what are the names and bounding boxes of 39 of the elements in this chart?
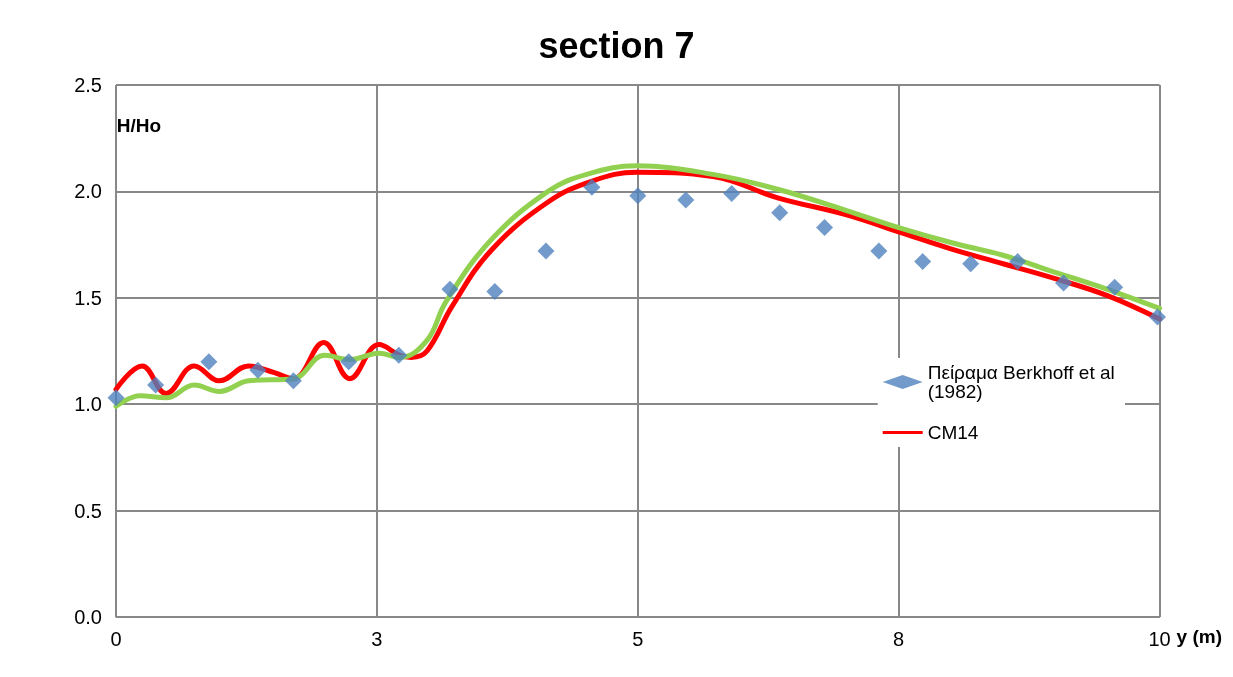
point bbox=[629, 187, 647, 205]
point bbox=[914, 253, 932, 271]
point bbox=[441, 280, 459, 298]
point bbox=[723, 185, 741, 203]
point bbox=[284, 372, 302, 390]
point bbox=[200, 353, 218, 371]
point bbox=[147, 376, 165, 394]
x-tick-label: 3 bbox=[371, 628, 383, 650]
point bbox=[870, 242, 888, 260]
point bbox=[1009, 253, 1027, 271]
point bbox=[340, 353, 358, 371]
x-tick-label: 5 bbox=[632, 628, 644, 650]
point bbox=[771, 204, 789, 222]
y-axis-title: H/Ho bbox=[116, 115, 161, 136]
point bbox=[537, 242, 555, 260]
point bbox=[107, 389, 125, 407]
x-tick-label: 8 bbox=[893, 628, 905, 650]
point bbox=[816, 219, 834, 237]
y-tick-label: 0.5 bbox=[74, 499, 102, 522]
x-tick-label: 10 bbox=[1148, 628, 1171, 650]
point bbox=[583, 178, 601, 196]
point bbox=[390, 346, 408, 364]
y-tick-label: 0.0 bbox=[74, 606, 102, 628]
point bbox=[677, 191, 695, 209]
chart-title: section 7 bbox=[538, 24, 695, 66]
point bbox=[962, 255, 980, 273]
legend-label: Πείραμα Berkhoff et al (1982) bbox=[927, 362, 1121, 402]
x-tick-label: 0 bbox=[110, 628, 122, 650]
point bbox=[1106, 278, 1124, 296]
y-tick-label: 1.0 bbox=[74, 393, 102, 416]
point bbox=[1055, 274, 1073, 292]
point bbox=[486, 282, 504, 300]
y-tick-label: 2.5 bbox=[74, 74, 102, 96]
point bbox=[1149, 308, 1166, 326]
legend-label: CM14 bbox=[927, 422, 979, 443]
x-axis-title: y (m) bbox=[1176, 626, 1223, 647]
y-tick-label: 1.5 bbox=[74, 286, 102, 309]
y-tick-label: 2.0 bbox=[74, 180, 102, 203]
point bbox=[249, 361, 267, 379]
